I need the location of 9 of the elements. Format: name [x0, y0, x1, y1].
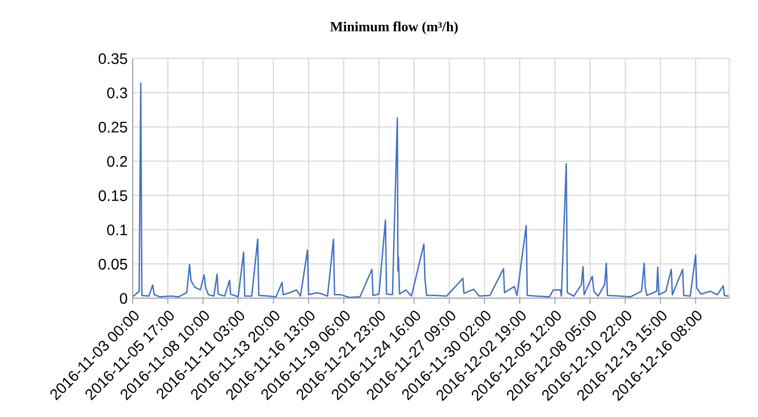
chart-title: Minimum flow (m³/h) [330, 21, 458, 34]
y-tick-label: 0.35 [98, 53, 128, 64]
y-tick-label: 0.05 [98, 258, 128, 270]
y-tick-label: 0.1 [107, 224, 128, 236]
y-tick-label: 0.2 [107, 156, 128, 167]
y-tick-label: 0 [120, 293, 128, 304]
y-tick-label: 0.15 [98, 190, 128, 202]
y-tick-label: 0.25 [98, 122, 128, 133]
y-tick-label: 0.3 [107, 88, 128, 98]
